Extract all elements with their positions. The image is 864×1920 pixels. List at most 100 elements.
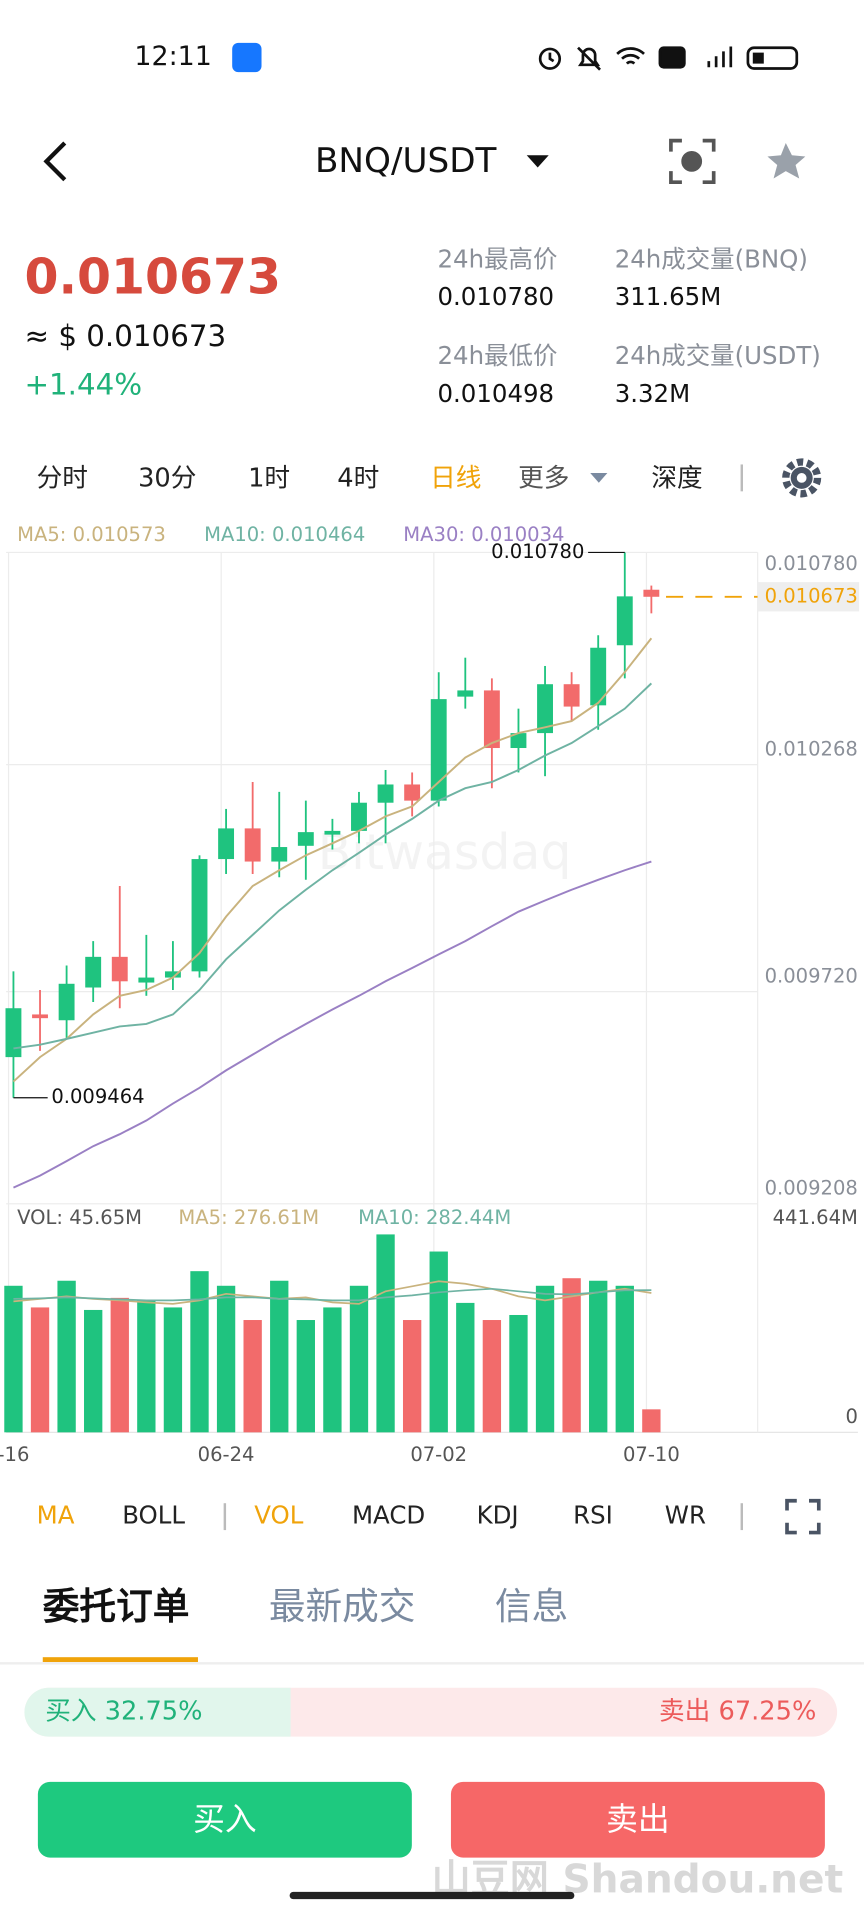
volume-bar [57,1280,76,1433]
volume-bar [589,1280,608,1433]
y-tick-label: 0.009720 [765,964,858,987]
interval-tab[interactable]: 更多 [518,464,569,494]
indicator-tab[interactable]: WR [665,1501,706,1530]
candle-body [138,977,155,983]
buy-ratio-bar [24,1687,291,1737]
x-tick-label: -16 [0,1443,29,1466]
section-tab[interactable]: 最新成交 [269,1585,416,1628]
candle-body [616,596,633,646]
volume-bar [509,1314,528,1433]
stat-label: 24h成交量(USDT) [615,341,821,370]
x-tick-label: 06-24 [198,1443,255,1466]
interval-tab[interactable]: 1时 [248,464,290,494]
section-tab[interactable]: 信息 [495,1585,568,1628]
status-time: 12:11 [134,41,211,72]
sell-button[interactable] [450,1781,825,1858]
candle-body [32,1014,48,1019]
volume-bar [163,1307,183,1433]
status-icons [538,46,799,71]
candle-body [244,828,261,862]
candle-body [377,784,394,803]
stat-value: 311.65M [615,282,722,311]
candle-body [404,784,421,801]
x-tick-label: 07-10 [623,1443,680,1466]
low-label: 0.009464 [51,1085,144,1108]
back-button[interactable] [43,141,67,182]
volume-legend: VOL: 45.65M [17,1206,142,1229]
volume-bar [429,1251,448,1433]
stat-label: 24h最低价 [437,341,557,370]
y-tick-label: 0.010780 [765,552,858,575]
volume-bar [84,1309,103,1433]
volume-bar [4,1285,23,1433]
candle-body [297,832,314,846]
candle-body [58,983,75,1021]
legend-entry: MA5: 276.61M [178,1206,319,1229]
legend-entry: MA30: 0.010034 [403,523,564,546]
scan-button[interactable] [669,138,716,184]
stat-value: 0.010498 [437,379,554,408]
volume-bar [642,1409,661,1433]
pair-title[interactable]: BNQ/USDT [315,141,497,181]
candle-body [430,699,447,801]
indicator-tab[interactable]: MACD [352,1501,425,1530]
candle-body [351,802,367,831]
indicator-tab[interactable]: VOL [254,1501,304,1530]
volume-bar [270,1280,289,1433]
ma-line [13,682,653,1050]
volume-bar [137,1300,156,1433]
candle-body [324,830,341,835]
interval-tab[interactable]: 30分 [138,464,196,494]
pair-dropdown[interactable] [526,155,549,168]
stat-value: 0.010780 [437,282,554,311]
high-label: 0.010780 [491,540,584,563]
interval-tab[interactable]: 深度 [651,464,702,494]
fullscreen-button[interactable] [785,1498,821,1535]
volume-bar [456,1302,475,1433]
legend-entry: MA5: 0.010573 [17,523,166,546]
app-icon [232,42,262,73]
price-change: +1.44% [24,368,142,402]
legend-entry: MA10: 0.010464 [204,523,365,546]
legend-entry: MA10: 282.44M [358,1206,511,1229]
stat-label: 24h最高价 [437,244,557,273]
candle-body [85,956,102,988]
candle-body [111,956,128,982]
volume-bar [482,1320,502,1433]
candle-body [510,733,527,749]
volume-bar [535,1285,555,1433]
ma-line [12,637,653,1083]
volume-ma-line [13,1280,652,1305]
stat-value: 3.32M [615,379,690,408]
favorite-button[interactable] [767,143,806,179]
indicator-tab[interactable]: KDJ [477,1501,519,1530]
interval-tab[interactable]: 分时 [37,464,88,494]
buy-button[interactable] [37,1781,412,1858]
current-price-tag [757,582,860,612]
volume-bar [243,1320,262,1433]
sell-button-label[interactable]: 卖出 [606,1802,670,1838]
indicator-tab[interactable]: RSI [573,1501,613,1530]
y-tick-label: 0.009208 [765,1177,858,1200]
home-indicator [289,1891,575,1900]
sell-ratio-label: 卖出 67.25% [659,1697,816,1727]
interval-tab[interactable]: 日线 [430,464,481,494]
candle-body [218,828,235,860]
volume-ma-line [13,1287,652,1302]
more-dropdown[interactable] [590,473,608,483]
buy-button-label[interactable]: 买入 [193,1802,257,1838]
candle-body [483,690,500,749]
settings-button[interactable] [782,458,822,498]
indicator-tab[interactable]: MA [37,1501,75,1530]
volume-bar [323,1307,342,1433]
section-tab[interactable]: 委托订单 [43,1585,190,1628]
candle-body [643,589,660,597]
indicator-tab[interactable]: BOLL [122,1501,185,1530]
ma-line [13,860,652,1189]
candle-body [457,690,474,697]
volume-bar [216,1285,236,1433]
last-price: 0.010673 [24,248,281,305]
interval-tab[interactable]: 4时 [337,464,379,494]
